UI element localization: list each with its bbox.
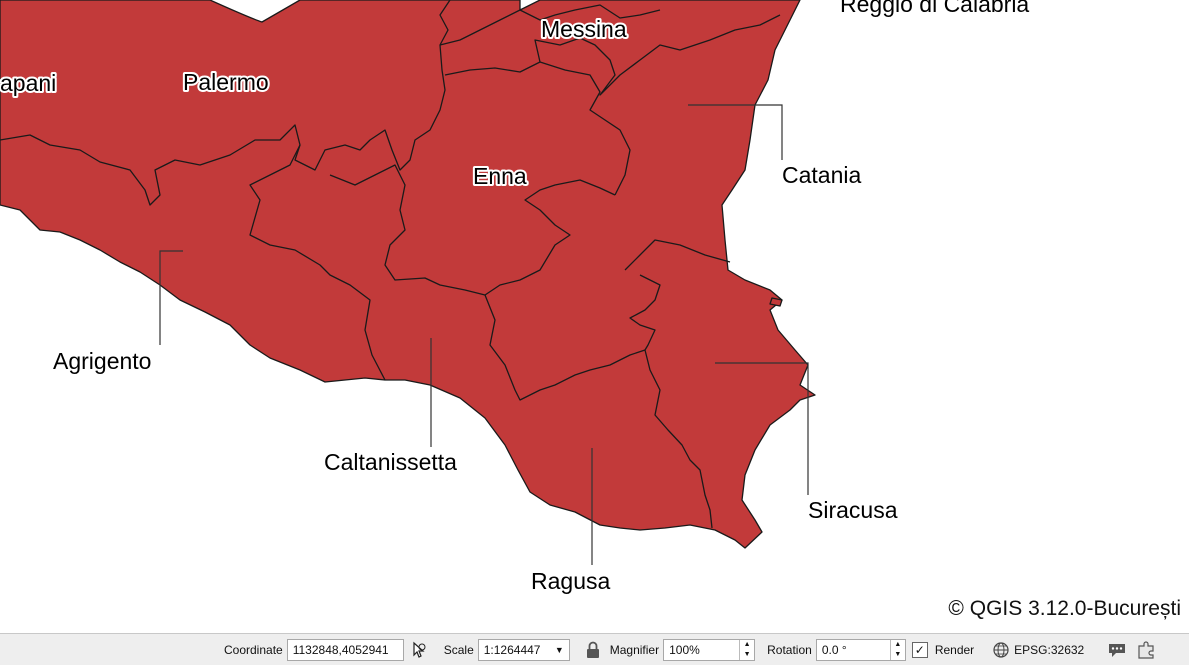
label-ragusa: Ragusa <box>531 568 610 594</box>
label-catania: Catania <box>782 162 861 188</box>
islet <box>769 297 783 307</box>
lock-icon[interactable] <box>582 639 604 661</box>
rotation-label: Rotation <box>767 642 812 657</box>
label-caltanissetta: Caltanissetta <box>324 449 457 475</box>
chevron-down-icon: ▼ <box>554 644 564 655</box>
crs-button[interactable]: EPSG:32632 <box>1014 642 1085 657</box>
speech-bubble-icon[interactable] <box>1106 639 1128 661</box>
puzzle-icon[interactable] <box>1136 639 1158 661</box>
label-trapani: apani <box>0 70 56 96</box>
rotation-value: 0.0 ° <box>821 642 847 657</box>
border-messina-palermo <box>439 4 661 46</box>
magnifier-spinner[interactable]: ▲ ▼ <box>739 639 754 660</box>
province-palermo[interactable] <box>0 0 816 549</box>
coordinate-label: Coordinate <box>224 642 283 657</box>
mouse-pointer-icon[interactable] <box>408 639 430 661</box>
rotation-field[interactable]: 0.0 ° ▲ ▼ <box>815 638 906 661</box>
scale-label: Scale <box>443 642 474 657</box>
rotation-spinner[interactable]: ▲ ▼ <box>889 639 905 660</box>
border-enna-catania <box>444 61 631 196</box>
label-agrigento: Agrigento <box>53 348 151 374</box>
label-reggio: Reggio di Calabria <box>840 0 1029 17</box>
coordinate-field[interactable]: 1132848,4052941 <box>286 638 404 661</box>
label-siracusa: Siracusa <box>808 497 898 523</box>
render-checkbox[interactable]: ✓ <box>911 641 928 658</box>
border-messina-catania <box>534 14 781 96</box>
label-leaders <box>159 104 809 565</box>
border-catania-siracusa <box>624 239 731 529</box>
provinces-layer <box>0 0 816 549</box>
map-canvas[interactable]: Reggio di Calabria Messina apani Palermo… <box>0 0 1189 633</box>
scale-value: 1:1264447 <box>483 642 541 657</box>
render-label: Render <box>934 642 975 657</box>
border-agrigento-caltanissetta <box>249 144 386 381</box>
label-messina: Messina <box>541 16 627 42</box>
border-caltanissetta-ragusa <box>484 294 646 401</box>
map-labels: Reggio di Calabria Messina apani Palermo… <box>0 0 1031 594</box>
globe-icon[interactable] <box>990 639 1012 661</box>
magnifier-field[interactable]: 100% ▲ ▼ <box>663 638 756 661</box>
status-bar: Coordinate 1132848,4052941 Scale 1:12644… <box>0 633 1189 665</box>
label-palermo: Palermo <box>183 69 269 95</box>
border-palermo-agrigento <box>0 0 451 206</box>
sicily-map: Reggio di Calabria Messina apani Palermo… <box>0 0 1031 594</box>
copyright-label: © QGIS 3.12.0-București <box>948 597 1181 620</box>
label-enna: Enna <box>473 163 527 189</box>
magnifier-value: 100% <box>669 642 700 657</box>
magnifier-label: Magnifier <box>609 642 660 657</box>
scale-select[interactable]: 1:1264447 ▼ <box>477 638 570 661</box>
